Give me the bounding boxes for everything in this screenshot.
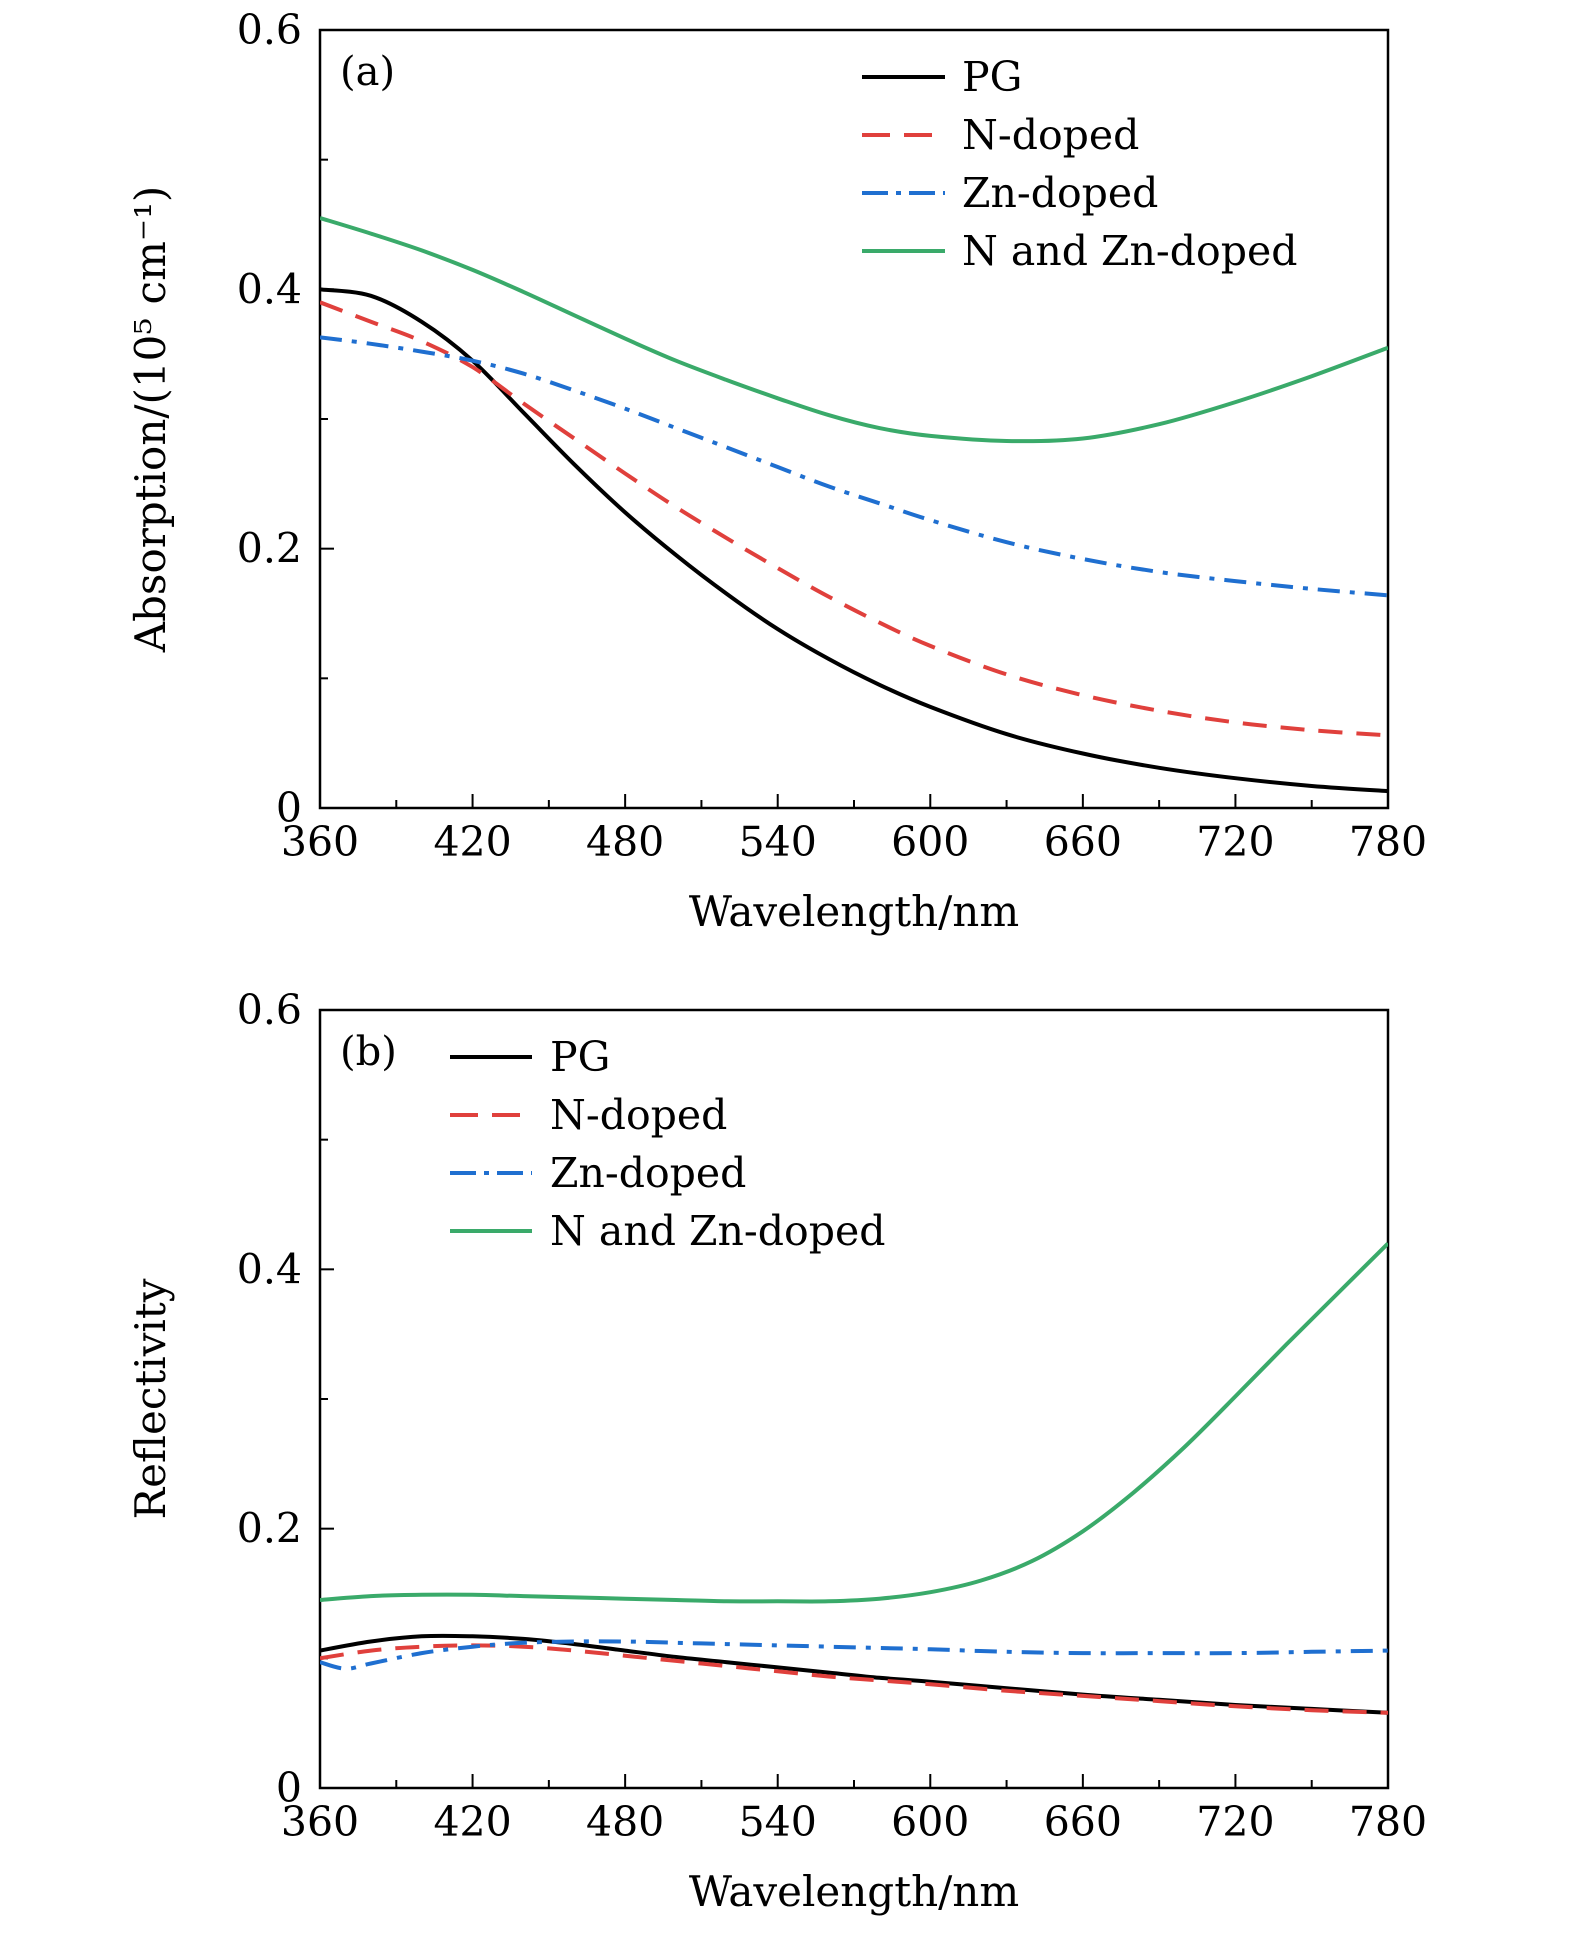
x-tick-label: 360 bbox=[281, 818, 359, 866]
y-tick-label: 0.4 bbox=[237, 265, 302, 313]
x-tick-label: 720 bbox=[1196, 1798, 1274, 1846]
legend-label: PG bbox=[962, 53, 1022, 101]
y-tick-label: 0.2 bbox=[237, 525, 302, 573]
y-axis-label: Absorption/(10⁵ cm⁻¹) bbox=[126, 186, 175, 654]
panel-label: (b) bbox=[340, 1029, 397, 1075]
panel-label: (a) bbox=[340, 49, 395, 95]
legend-label: N-doped bbox=[550, 1091, 727, 1139]
legend-label: N and Zn-doped bbox=[962, 227, 1297, 275]
x-tick-label: 780 bbox=[1349, 818, 1427, 866]
y-tick-label: 0.6 bbox=[237, 986, 302, 1034]
x-tick-label: 420 bbox=[433, 1798, 511, 1846]
legend: PG N-doped Zn-doped N and Zn-doped bbox=[862, 53, 1297, 275]
x-tick-label: 540 bbox=[739, 818, 817, 866]
legend-label: Zn-doped bbox=[550, 1149, 746, 1197]
y-axis-label: Reflectivity bbox=[126, 1278, 175, 1519]
x-tick-label: 660 bbox=[1044, 1798, 1122, 1846]
series-line-zn-doped bbox=[320, 335, 1388, 598]
x-tick-label: 600 bbox=[891, 1798, 969, 1846]
y-tick-label: 0.2 bbox=[237, 1505, 302, 1553]
legend-label: PG bbox=[550, 1033, 610, 1081]
x-tick-label: 720 bbox=[1196, 818, 1274, 866]
y-tick-label: 0.4 bbox=[237, 1245, 302, 1293]
x-tick-label: 780 bbox=[1349, 1798, 1427, 1846]
x-tick-label: 600 bbox=[891, 818, 969, 866]
x-tick-label: 480 bbox=[586, 1798, 664, 1846]
panel-b: 360 420 480 540 600 660 720 780 0 0.2 0.4 0.6 Wavele… bbox=[126, 986, 1427, 1916]
x-tick-label: 480 bbox=[586, 818, 664, 866]
legend-label: N-doped bbox=[962, 111, 1139, 159]
series-line-n-and-zn-doped bbox=[320, 216, 1388, 444]
legend: PG N-doped Zn-doped N and Zn-doped bbox=[450, 1033, 885, 1255]
y-tick-label: 0 bbox=[276, 1764, 302, 1812]
panel-a: 360 420 480 540 600 660 720 780 0 0.2 0.4 0.6 Wavele… bbox=[126, 6, 1427, 936]
x-tick-label: 540 bbox=[739, 1798, 817, 1846]
x-tick-label: 420 bbox=[433, 818, 511, 866]
series-line-n-and-zn-doped bbox=[320, 1241, 1388, 1604]
x-tick-label: 660 bbox=[1044, 818, 1122, 866]
plot-frame bbox=[318, 28, 1390, 810]
y-tick-label: 0 bbox=[276, 784, 302, 832]
series-line-pg bbox=[320, 287, 1388, 794]
series-line-n-doped bbox=[320, 300, 1388, 738]
plot-frame bbox=[318, 1008, 1390, 1790]
y-tick-label: 0.6 bbox=[237, 6, 302, 54]
legend-label: N and Zn-doped bbox=[550, 1207, 885, 1255]
x-tick-label: 360 bbox=[281, 1798, 359, 1846]
x-axis-label: Wavelength/nm bbox=[689, 887, 1019, 936]
legend-label: Zn-doped bbox=[962, 169, 1158, 217]
x-axis-label: Wavelength/nm bbox=[689, 1867, 1019, 1916]
series-line-zn-doped bbox=[320, 1639, 1388, 1671]
